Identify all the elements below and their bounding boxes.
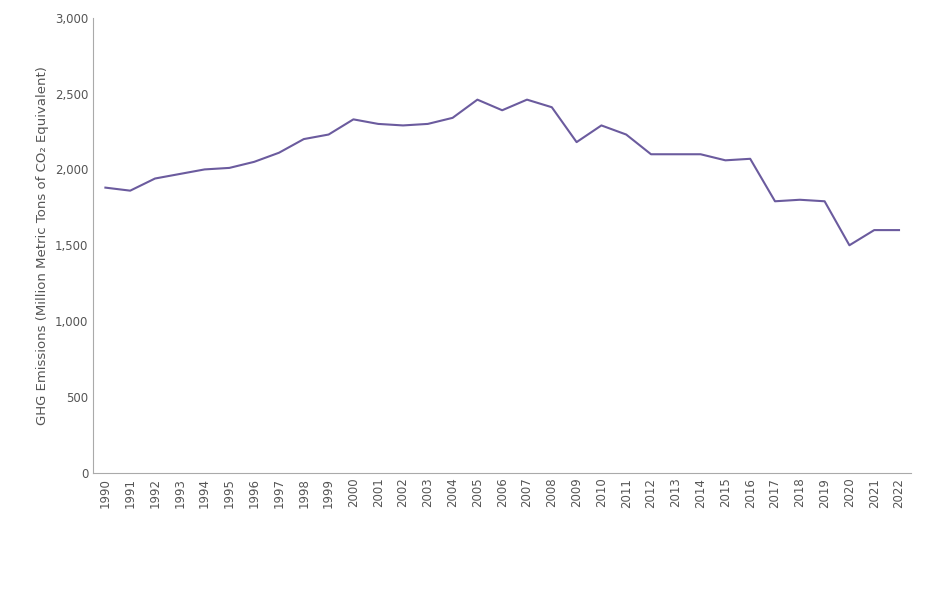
Y-axis label: GHG Emissions (Million Metric Tons of CO₂ Equivalent): GHG Emissions (Million Metric Tons of CO… [36, 66, 49, 425]
